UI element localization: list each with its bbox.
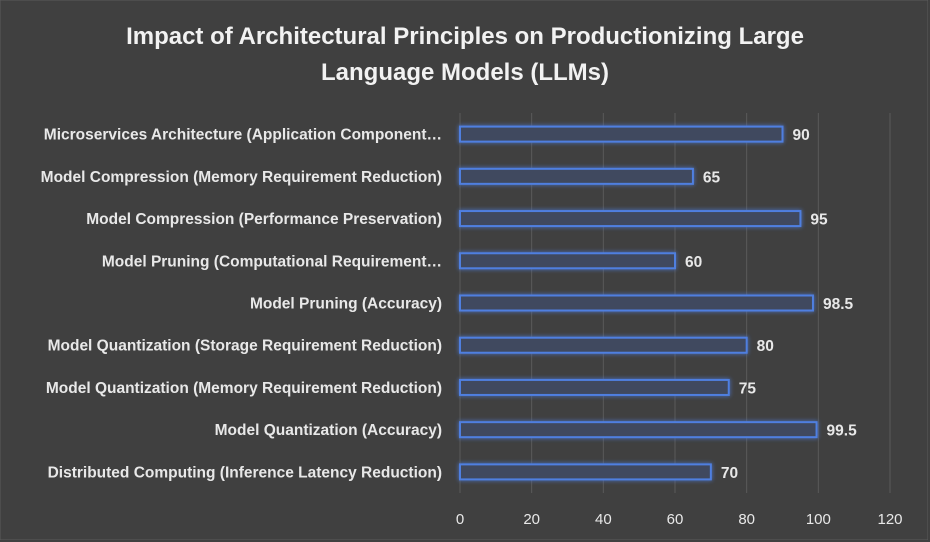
bar <box>459 294 814 312</box>
data-label: 99.5 <box>827 423 858 440</box>
bar <box>459 125 784 143</box>
category-label: Model Quantization (Memory Requirement R… <box>46 380 442 397</box>
x-tick-label: 60 <box>667 511 684 528</box>
x-tick-label: 20 <box>523 511 540 528</box>
bar-row: Model Compression (Performance Preservat… <box>86 210 828 229</box>
bar <box>459 167 694 185</box>
data-label: 75 <box>739 380 757 397</box>
x-tick-label: 100 <box>806 511 831 528</box>
bar-row: Model Quantization (Accuracy) 99.5 <box>215 421 858 440</box>
bar <box>459 252 676 270</box>
bar-row: Model Pruning (Computational Requirement… <box>102 252 702 271</box>
bar-row: Model Quantization (Storage Requirement … <box>48 336 774 355</box>
bar <box>459 378 730 396</box>
bars-group: Microservices Architecture (Application … <box>41 125 858 482</box>
chart-title-line-2: Language Models (LLMs) <box>321 59 609 86</box>
bar-row: Distributed Computing (Inference Latency… <box>48 463 738 482</box>
category-label: Model Quantization (Storage Requirement … <box>48 338 442 355</box>
data-label: 80 <box>757 338 774 355</box>
data-label: 60 <box>685 254 702 271</box>
category-label: Model Pruning (Accuracy) <box>250 296 442 313</box>
category-label: Model Compression (Performance Preservat… <box>86 211 442 228</box>
bar-row: Model Quantization (Memory Requirement R… <box>46 378 757 397</box>
bar <box>459 336 748 354</box>
data-label: 90 <box>793 127 810 144</box>
x-axis-ticks: 0 20 40 60 80 100 120 <box>456 511 903 528</box>
category-label: Model Pruning (Computational Requirement… <box>102 253 442 270</box>
category-label: Distributed Computing (Inference Latency… <box>48 464 442 481</box>
bar <box>459 421 818 439</box>
category-label: Microservices Architecture (Application … <box>44 127 442 144</box>
category-label: Model Compression (Memory Requirement Re… <box>41 169 442 186</box>
bar <box>459 463 712 481</box>
x-tick-label: 80 <box>738 511 755 528</box>
x-tick-label: 0 <box>456 511 464 528</box>
data-label: 70 <box>721 465 738 482</box>
x-tick-label: 40 <box>595 511 612 528</box>
data-label: 65 <box>703 169 721 186</box>
chart-title-line-1: Impact of Architectural Principles on Pr… <box>126 23 804 50</box>
data-label: 98.5 <box>823 296 854 313</box>
data-label: 95 <box>810 212 828 229</box>
bar <box>459 210 802 228</box>
category-label: Model Quantization (Accuracy) <box>215 422 442 439</box>
bar-row: Microservices Architecture (Application … <box>44 125 810 144</box>
bar-row: Model Pruning (Accuracy) 98.5 <box>250 294 854 313</box>
x-tick-label: 120 <box>877 511 902 528</box>
bar-row: Model Compression (Memory Requirement Re… <box>41 167 721 186</box>
